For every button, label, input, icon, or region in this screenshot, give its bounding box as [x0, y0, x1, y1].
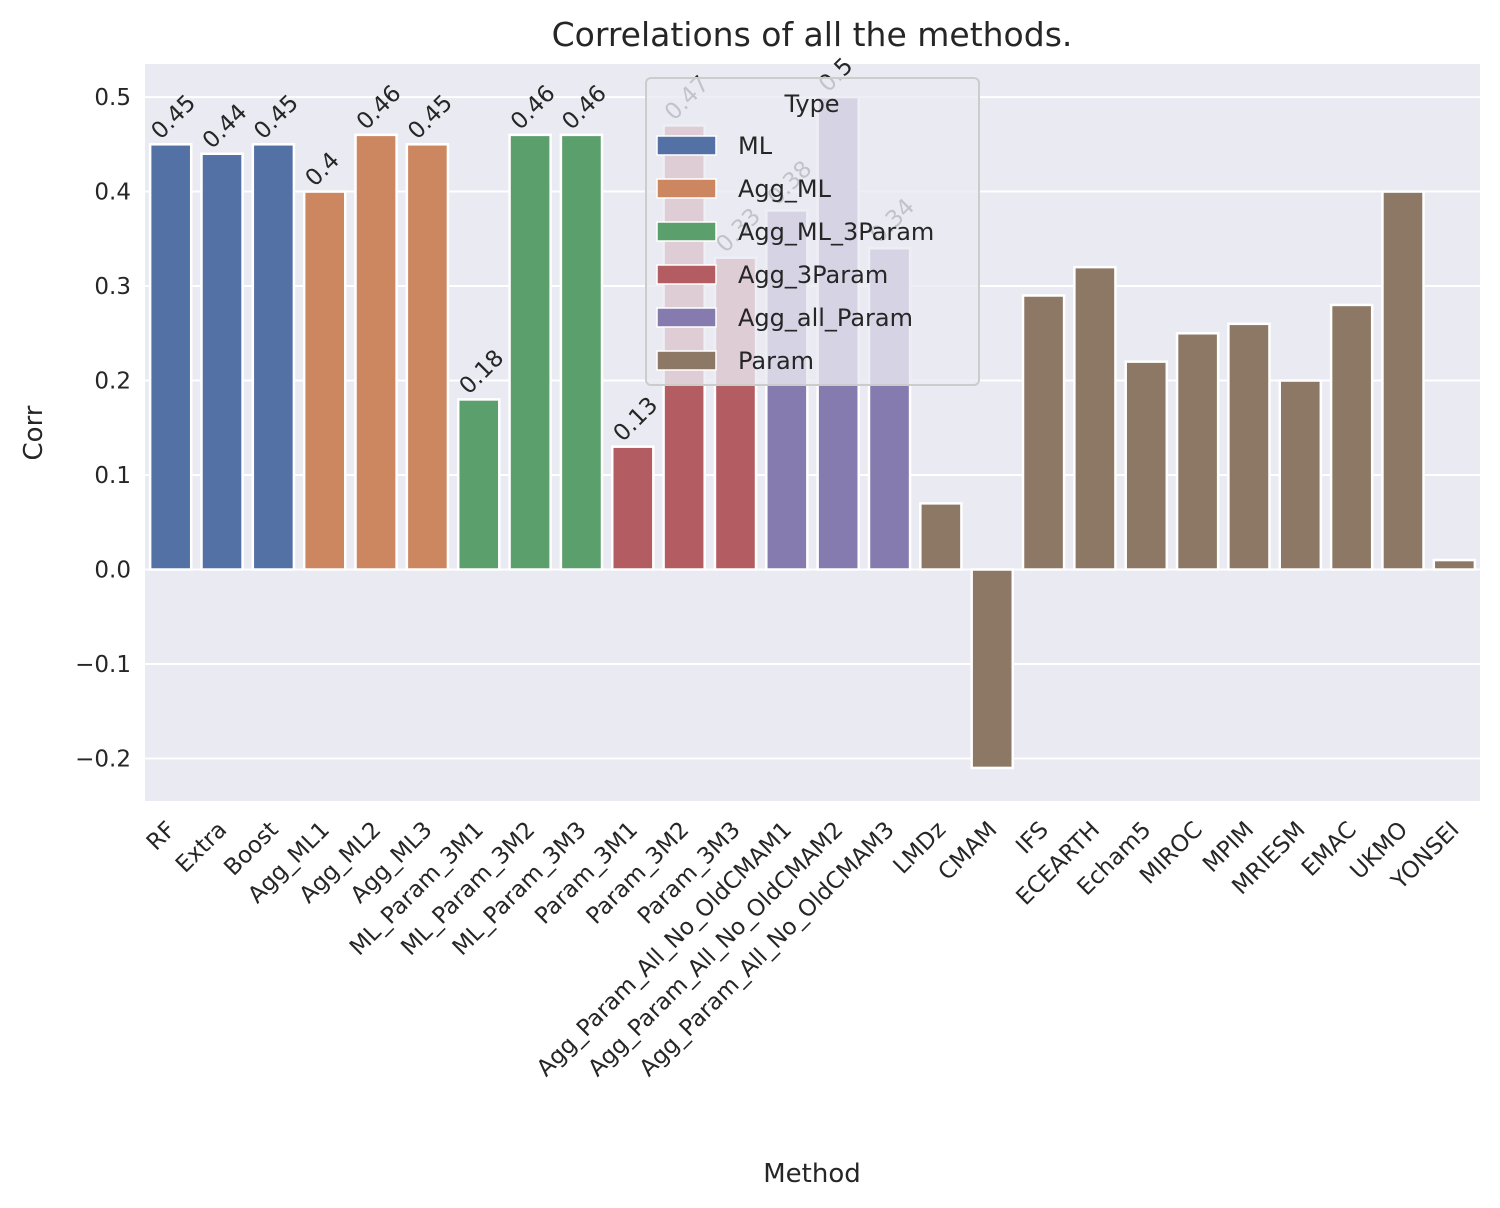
y-tick-label: −0.2 — [75, 746, 131, 772]
bar — [148, 143, 193, 571]
bar — [1381, 190, 1425, 571]
bar — [1073, 265, 1117, 571]
legend-swatch — [656, 135, 717, 156]
bar — [1278, 379, 1323, 571]
bar — [1021, 294, 1066, 571]
y-axis-label: Corr — [19, 405, 49, 460]
legend-swatch — [656, 350, 717, 371]
bar — [970, 568, 1015, 770]
bar — [302, 190, 347, 571]
y-tick-label: 0.5 — [94, 85, 131, 111]
legend-entry-label: ML — [738, 132, 773, 160]
bar — [1432, 558, 1477, 571]
legend-entries: ML Agg_ML Agg_ML_3Param Agg_3Param Agg_all_P… — [656, 132, 934, 375]
legend-swatch — [656, 221, 717, 242]
y-tick-label: 0.4 — [94, 180, 131, 206]
legend-entry-label: Agg_3Param — [738, 261, 888, 289]
bar — [559, 133, 604, 571]
bar — [354, 133, 398, 571]
bar — [1329, 303, 1374, 571]
bar — [919, 502, 963, 571]
bars — [148, 95, 1477, 770]
legend-swatch — [656, 307, 717, 328]
legend: Type ML Agg_ML Agg_ML_3Param Agg_3Param Agg_… — [645, 77, 980, 386]
bar — [611, 445, 655, 571]
legend-swatch — [656, 178, 717, 199]
chart-title: Correlations of all the methods. — [552, 15, 1073, 54]
y-tick-label: 0.2 — [94, 369, 131, 395]
y-tick-label: 0.3 — [94, 274, 131, 300]
x-axis-label: Method — [763, 1159, 861, 1189]
legend-entry-label: Param — [738, 347, 814, 375]
y-tick-label: −0.1 — [75, 652, 131, 678]
legend-entry-label: Agg_ML_3Param — [738, 218, 934, 246]
bar — [200, 152, 244, 571]
y-axis-ticks: −0.2 −0.1 0.0 0.1 0.2 0.3 0.4 0.5 — [75, 85, 131, 772]
y-tick-label: 0.0 — [94, 558, 131, 584]
legend-title: Type — [783, 90, 839, 118]
bar — [508, 133, 552, 571]
bar — [456, 398, 501, 571]
legend-entry-label: Agg_ML — [738, 175, 832, 203]
legend-swatch — [656, 264, 717, 285]
bar — [251, 143, 296, 571]
bar — [1175, 332, 1220, 571]
bar — [1124, 360, 1169, 571]
legend-box — [645, 77, 980, 386]
y-tick-label: 0.1 — [94, 463, 131, 489]
bar — [1227, 322, 1271, 571]
legend-entry-label: Agg_all_Param — [738, 304, 913, 332]
bar — [405, 143, 450, 571]
